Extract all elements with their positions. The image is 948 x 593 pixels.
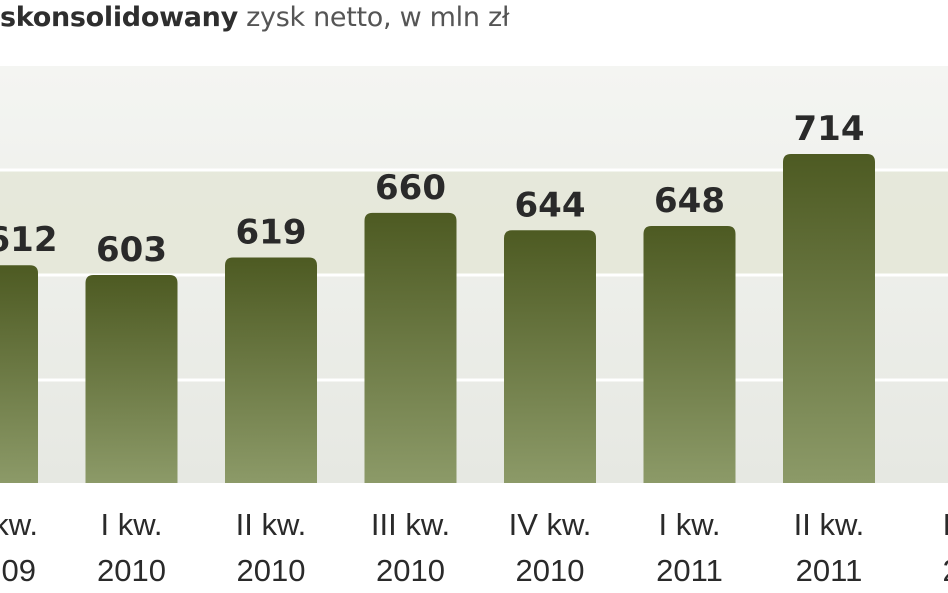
category-labels: kw. 09 I kw. 2010 II kw. 2010 III kw. 2010 IV kw… (0, 507, 948, 588)
category-label-2-line-2: 2010 (97, 553, 166, 588)
bar-3 (225, 257, 317, 483)
value-label-1: 612 (0, 220, 57, 260)
bar-6 (643, 225, 736, 483)
category-label-4-line-1: III kw. (371, 507, 450, 542)
category-label-2-line-1: I kw. (100, 507, 162, 542)
value-label-7: 714 (794, 109, 865, 149)
bars (0, 154, 875, 483)
category-label-5-line-1: IV kw. (509, 507, 592, 542)
chart-title: skonsolidowany zysk netto, w mln zł (0, 2, 510, 33)
value-label-3: 619 (236, 213, 307, 253)
category-label-1-line-1: kw. (0, 507, 38, 542)
category-label-1-line-2: 09 (2, 553, 36, 588)
category-label-3-line-1: II kw. (236, 507, 307, 542)
category-label-5-line-2: 2010 (516, 553, 585, 588)
bar-2 (85, 275, 178, 483)
category-label-6-line-2: 2011 (656, 553, 723, 588)
bar-1 (0, 265, 38, 483)
category-label-8-line-2: 20 (943, 553, 948, 588)
category-label-4-line-2: 2010 (376, 553, 445, 588)
category-label-7-line-2: 2011 (796, 553, 863, 588)
value-label-2: 603 (96, 230, 167, 270)
chart-title-normal: zysk netto, w mln zł (246, 2, 510, 33)
value-label-5: 644 (515, 185, 586, 225)
category-label-8-line-1: III (943, 507, 948, 542)
category-label-6-line-1: I kw. (658, 507, 720, 542)
value-labels: 612 603 619 660 644 648 714 (0, 109, 864, 270)
value-label-6: 648 (654, 181, 725, 221)
bar-7 (783, 154, 875, 483)
chart-title-bold: skonsolidowany (0, 2, 238, 33)
category-label-7-line-1: II kw. (794, 507, 865, 542)
value-label-4: 660 (375, 168, 446, 208)
category-label-3-line-2: 2010 (237, 553, 306, 588)
bar-4 (364, 212, 457, 483)
bar-5 (504, 230, 596, 483)
